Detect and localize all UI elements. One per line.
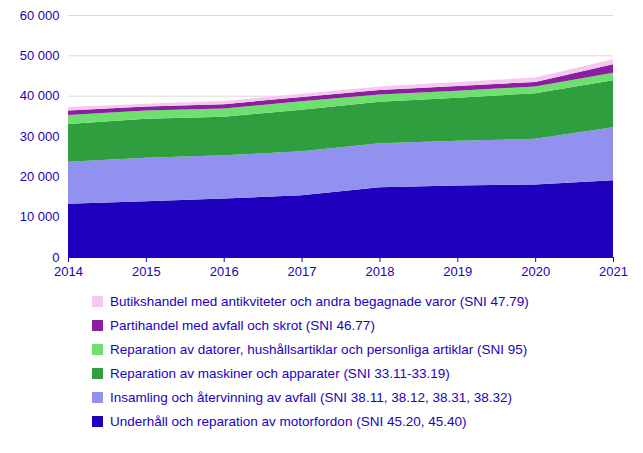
svg-text:2015: 2015 <box>132 264 161 279</box>
svg-text:2021: 2021 <box>599 264 628 279</box>
svg-text:2018: 2018 <box>365 264 394 279</box>
svg-text:2020: 2020 <box>521 264 550 279</box>
svg-text:2016: 2016 <box>210 264 239 279</box>
svg-text:0: 0 <box>52 250 59 265</box>
svg-text:40 000: 40 000 <box>20 88 60 103</box>
svg-text:2019: 2019 <box>443 264 472 279</box>
svg-text:10 000: 10 000 <box>20 209 60 224</box>
html-text:Reparation av maskiner och app: Reparation av maskiner och apparater (SN… <box>110 365 450 381</box>
html-text:Partihandel med avfall och skr: Partihandel med avfall och skrot (SNI 46… <box>110 317 375 333</box>
svg-text:2017: 2017 <box>288 264 317 279</box>
svg-text:60 000: 60 000 <box>20 8 60 23</box>
svg-text:20 000: 20 000 <box>20 169 60 184</box>
svg-text:30 000: 30 000 <box>20 129 60 144</box>
svg-text:50 000: 50 000 <box>20 48 60 63</box>
html-text:Butikshandel med antikviteter: Butikshandel med antikviteter och andra … <box>110 293 529 309</box>
html-text:Insamling och återvinning av a: Insamling och återvinning av avfall (SNI… <box>110 389 512 405</box>
svg-text:2014: 2014 <box>54 264 83 279</box>
html-text:Reparation av datorer, hushåll: Reparation av datorer, hushållsartiklar … <box>110 341 528 357</box>
html-text:Underhåll och reparation av mo: Underhåll och reparation av motorfordon … <box>110 413 467 429</box>
